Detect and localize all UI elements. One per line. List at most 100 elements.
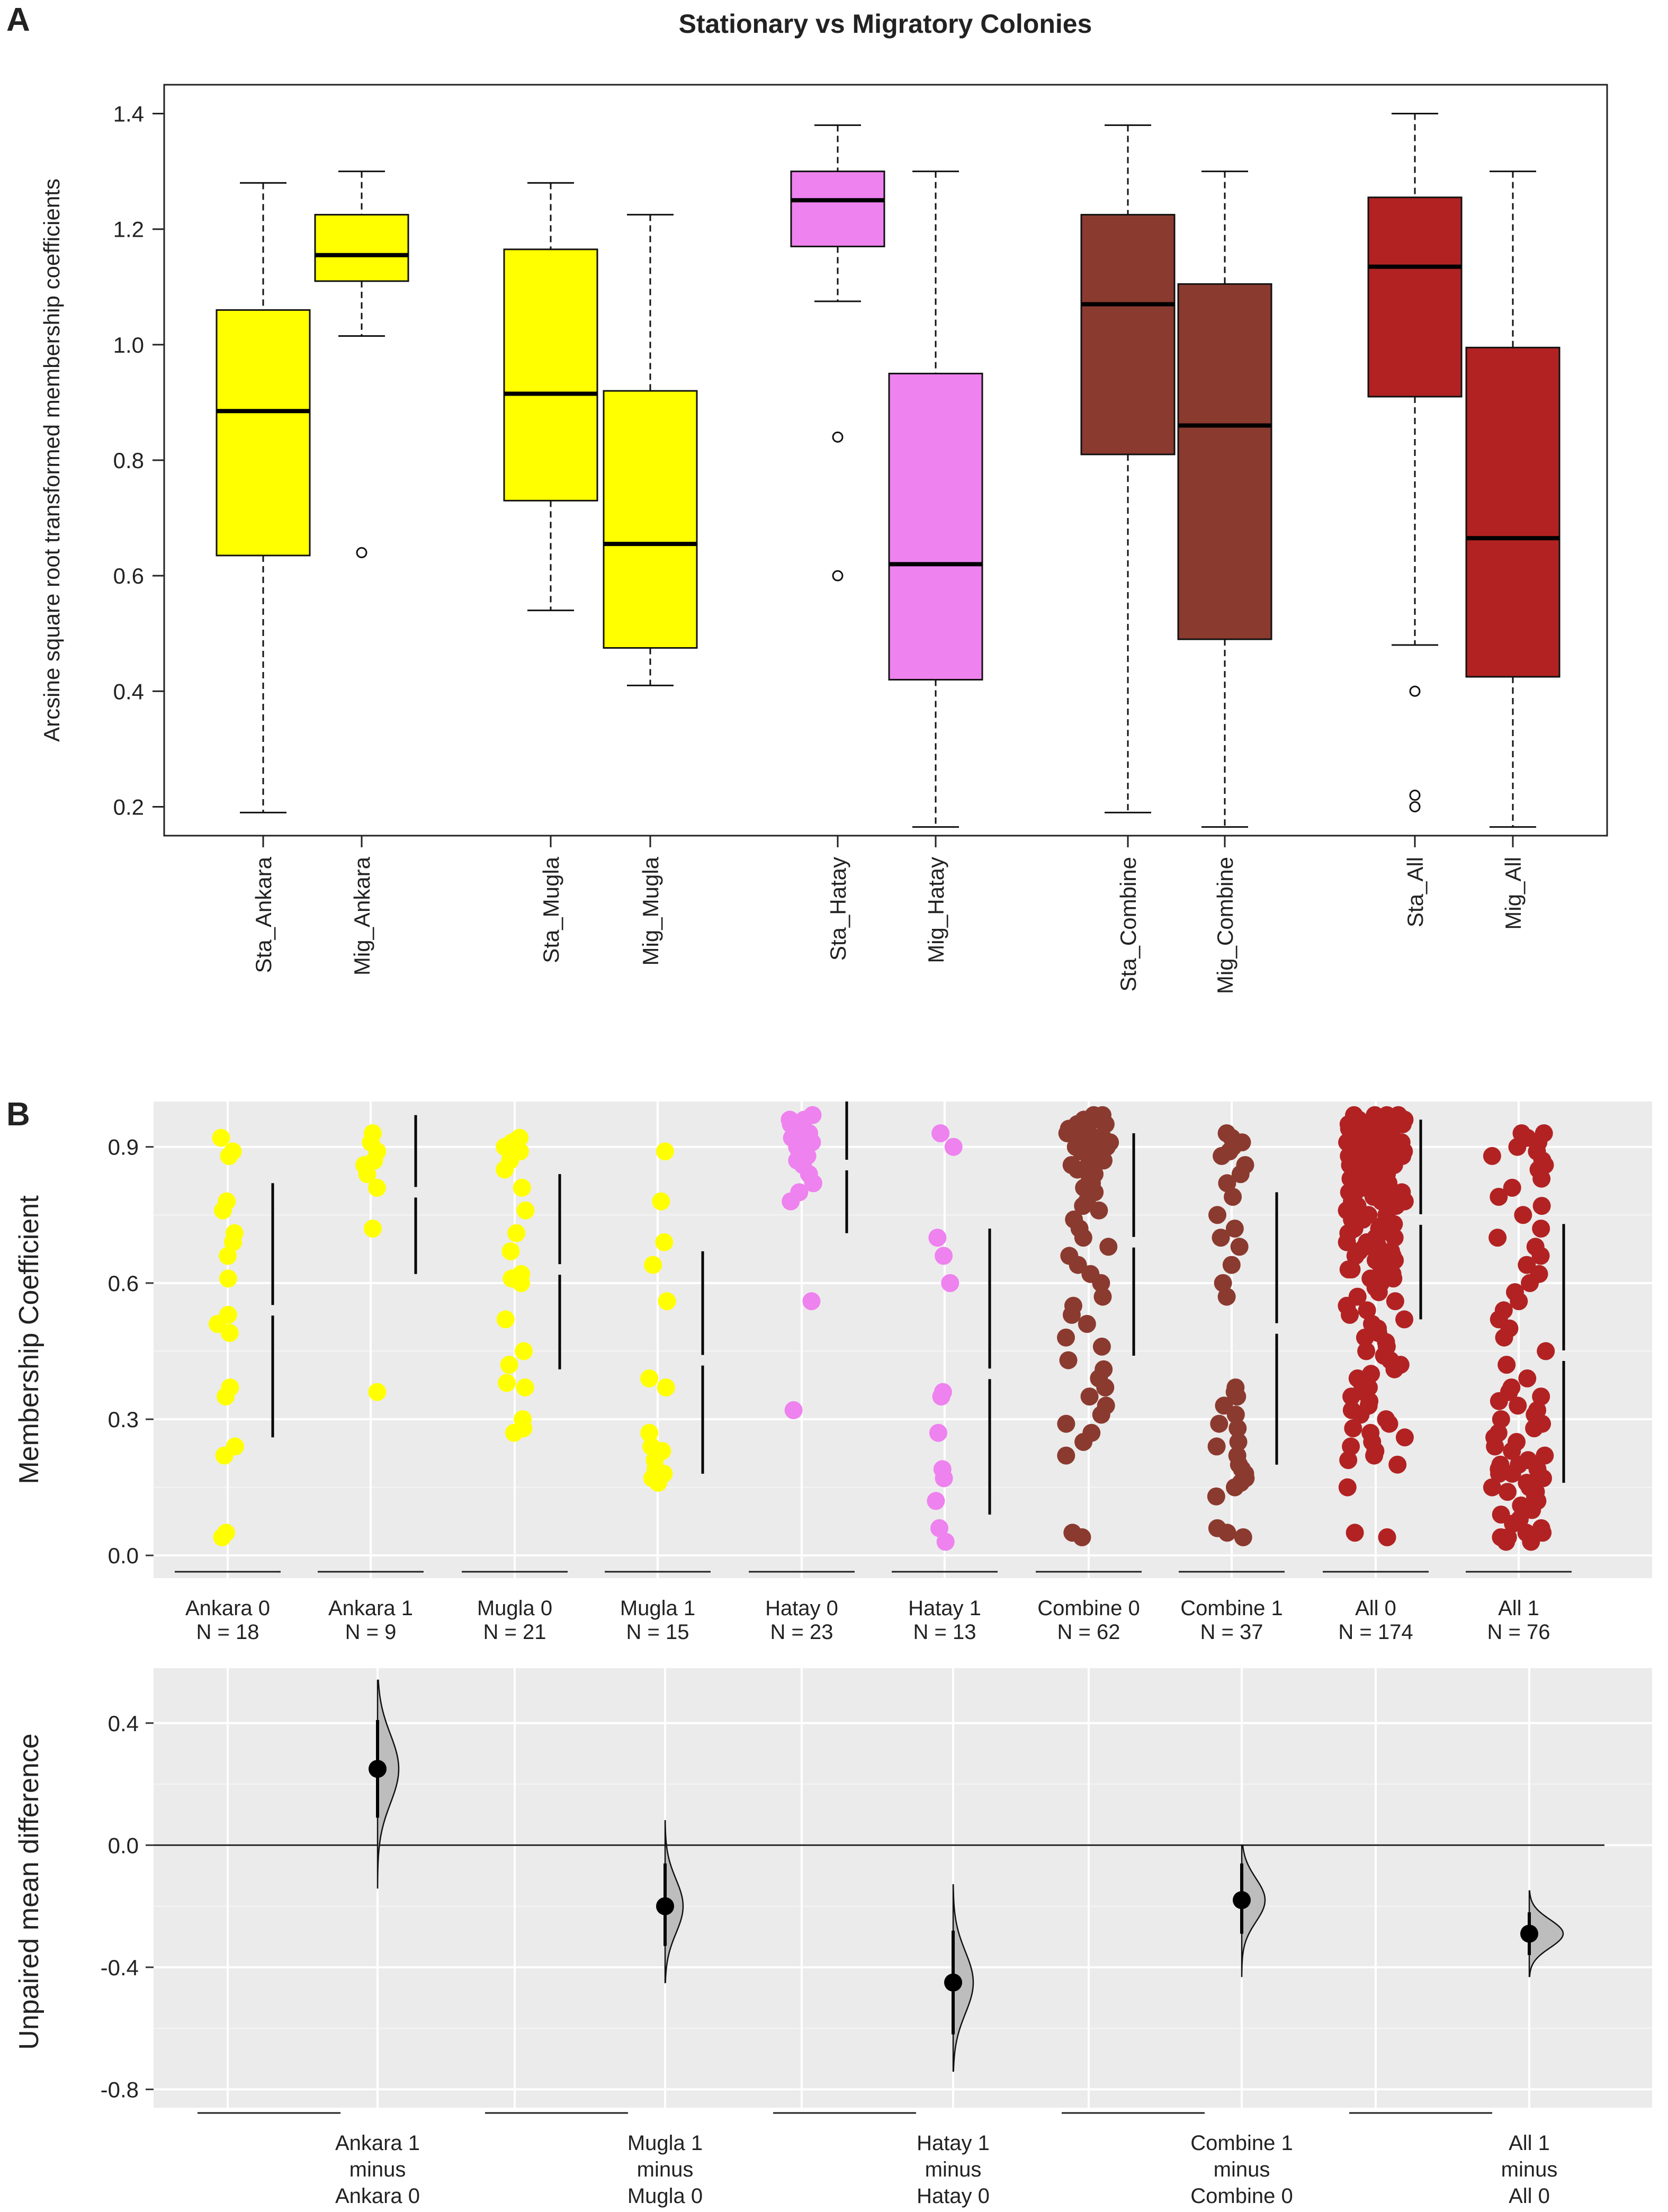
data-point (1057, 1328, 1075, 1347)
plot-background (154, 1668, 1652, 2108)
x-tick-n-label: N = 9 (345, 1620, 397, 1644)
data-point (501, 1242, 520, 1260)
data-point (368, 1383, 387, 1401)
data-point (1092, 1405, 1110, 1424)
data-point (1212, 1229, 1230, 1247)
data-point (1510, 1292, 1528, 1311)
data-point (928, 1229, 947, 1247)
data-point (1349, 1210, 1367, 1229)
data-point (1346, 1524, 1364, 1542)
data-point (1356, 1328, 1374, 1347)
data-point (500, 1356, 518, 1374)
data-point (220, 1147, 238, 1165)
x-tick-label: minus (925, 2158, 982, 2181)
x-tick-label: Combine 1 (1190, 2132, 1293, 2155)
x-tick-label: minus (349, 2158, 406, 2181)
box-sta-hatay (790, 124, 885, 581)
data-point (1497, 1356, 1516, 1374)
x-tick-n-label: N = 13 (913, 1620, 976, 1644)
x-tick-label: Ankara 1 (328, 1597, 413, 1620)
iqr-box (1367, 196, 1463, 398)
data-point (1338, 1478, 1357, 1497)
data-point (1364, 1188, 1383, 1206)
y-tick-label: 1.4 (113, 102, 144, 127)
data-point (655, 1233, 674, 1251)
data-point (516, 1201, 535, 1220)
data-point (1099, 1238, 1118, 1256)
y-tick-label: 0.6 (108, 1271, 139, 1296)
data-point (1532, 1387, 1550, 1406)
x-tick-label: Mig_Mugla (638, 856, 663, 965)
x-tick-label: Mugla 1 (627, 2132, 703, 2155)
y-tick-label: 0.4 (113, 679, 144, 704)
x-tick-label: Sta_Ankara (251, 856, 276, 973)
data-point (1068, 1160, 1087, 1179)
x-tick-label: Ankara 0 (185, 1597, 270, 1620)
data-point (1225, 1220, 1244, 1238)
bootstrap-distribution (1241, 1844, 1266, 1977)
data-point (1059, 1351, 1078, 1369)
data-point (652, 1192, 670, 1211)
y-axis-label: Unpaired mean difference (14, 1733, 44, 2049)
data-point (1231, 1165, 1250, 1184)
data-point (1093, 1287, 1112, 1306)
mean-difference-point (944, 1973, 962, 1992)
outlier-point (1409, 801, 1421, 812)
data-point (1358, 1301, 1376, 1320)
mean-difference-point (369, 1760, 387, 1778)
data-point (1497, 1533, 1515, 1551)
x-tick-label: Sta_All (1403, 857, 1428, 927)
bootstrap-distribution (1528, 1890, 1564, 1977)
x-tick-label: Hatay 0 (765, 1597, 838, 1620)
scatter-chart: Membership Coefficient 0.0 0.3 0.6 0.9 Anka… (14, 1101, 1652, 1644)
y-tick-label: 0.2 (113, 794, 144, 819)
x-tick-n-label: N = 18 (196, 1620, 259, 1644)
mean-difference-point (1233, 1891, 1251, 1910)
data-point (1378, 1528, 1396, 1546)
data-point (1365, 1446, 1384, 1465)
data-point (1210, 1414, 1228, 1433)
data-point (1344, 1419, 1362, 1438)
data-point (1207, 1487, 1225, 1506)
data-point (1214, 1274, 1232, 1292)
y-tick-label: 0.9 (108, 1135, 139, 1160)
box-sta-mugla (503, 182, 598, 612)
x-tick-label: Hatay 1 (917, 2132, 990, 2155)
y-tick-label: 0.8 (113, 448, 144, 473)
x-tick-label: Mugla 1 (620, 1597, 695, 1620)
data-point (1339, 1224, 1358, 1242)
box-sta-all (1367, 113, 1463, 812)
data-point (1213, 1147, 1231, 1165)
data-point (1490, 1188, 1508, 1206)
data-point (1346, 1247, 1365, 1265)
data-point (1342, 1142, 1360, 1161)
data-point (927, 1492, 945, 1510)
data-point (944, 1138, 963, 1156)
data-point (804, 1174, 822, 1193)
data-point (1380, 1220, 1399, 1238)
data-point (935, 1247, 953, 1265)
data-point (1504, 1515, 1522, 1533)
iqr-box (790, 171, 885, 247)
estimation-chart: Unpaired mean difference -0.8-0.40.00.4 … (14, 1668, 1652, 2208)
contrast-estimate (656, 1820, 684, 1983)
data-point (367, 1178, 386, 1197)
data-point (1518, 1256, 1536, 1274)
iqr-box (603, 390, 698, 649)
data-point (507, 1224, 526, 1242)
group-combine-1 (1207, 1124, 1255, 1546)
bootstrap-distribution (664, 1820, 684, 1983)
iqr-box (503, 248, 598, 501)
data-point (941, 1274, 959, 1292)
panel-label-b: B (6, 1096, 30, 1133)
data-point (1525, 1419, 1544, 1438)
data-point (1532, 1169, 1551, 1188)
data-point (1062, 1305, 1081, 1324)
data-point (1395, 1310, 1414, 1329)
data-point (496, 1160, 514, 1179)
x-tick-label: Mig_Combine (1213, 857, 1237, 994)
data-point (1342, 1437, 1360, 1456)
group-all-1 (1483, 1124, 1555, 1551)
data-point (1228, 1387, 1246, 1406)
